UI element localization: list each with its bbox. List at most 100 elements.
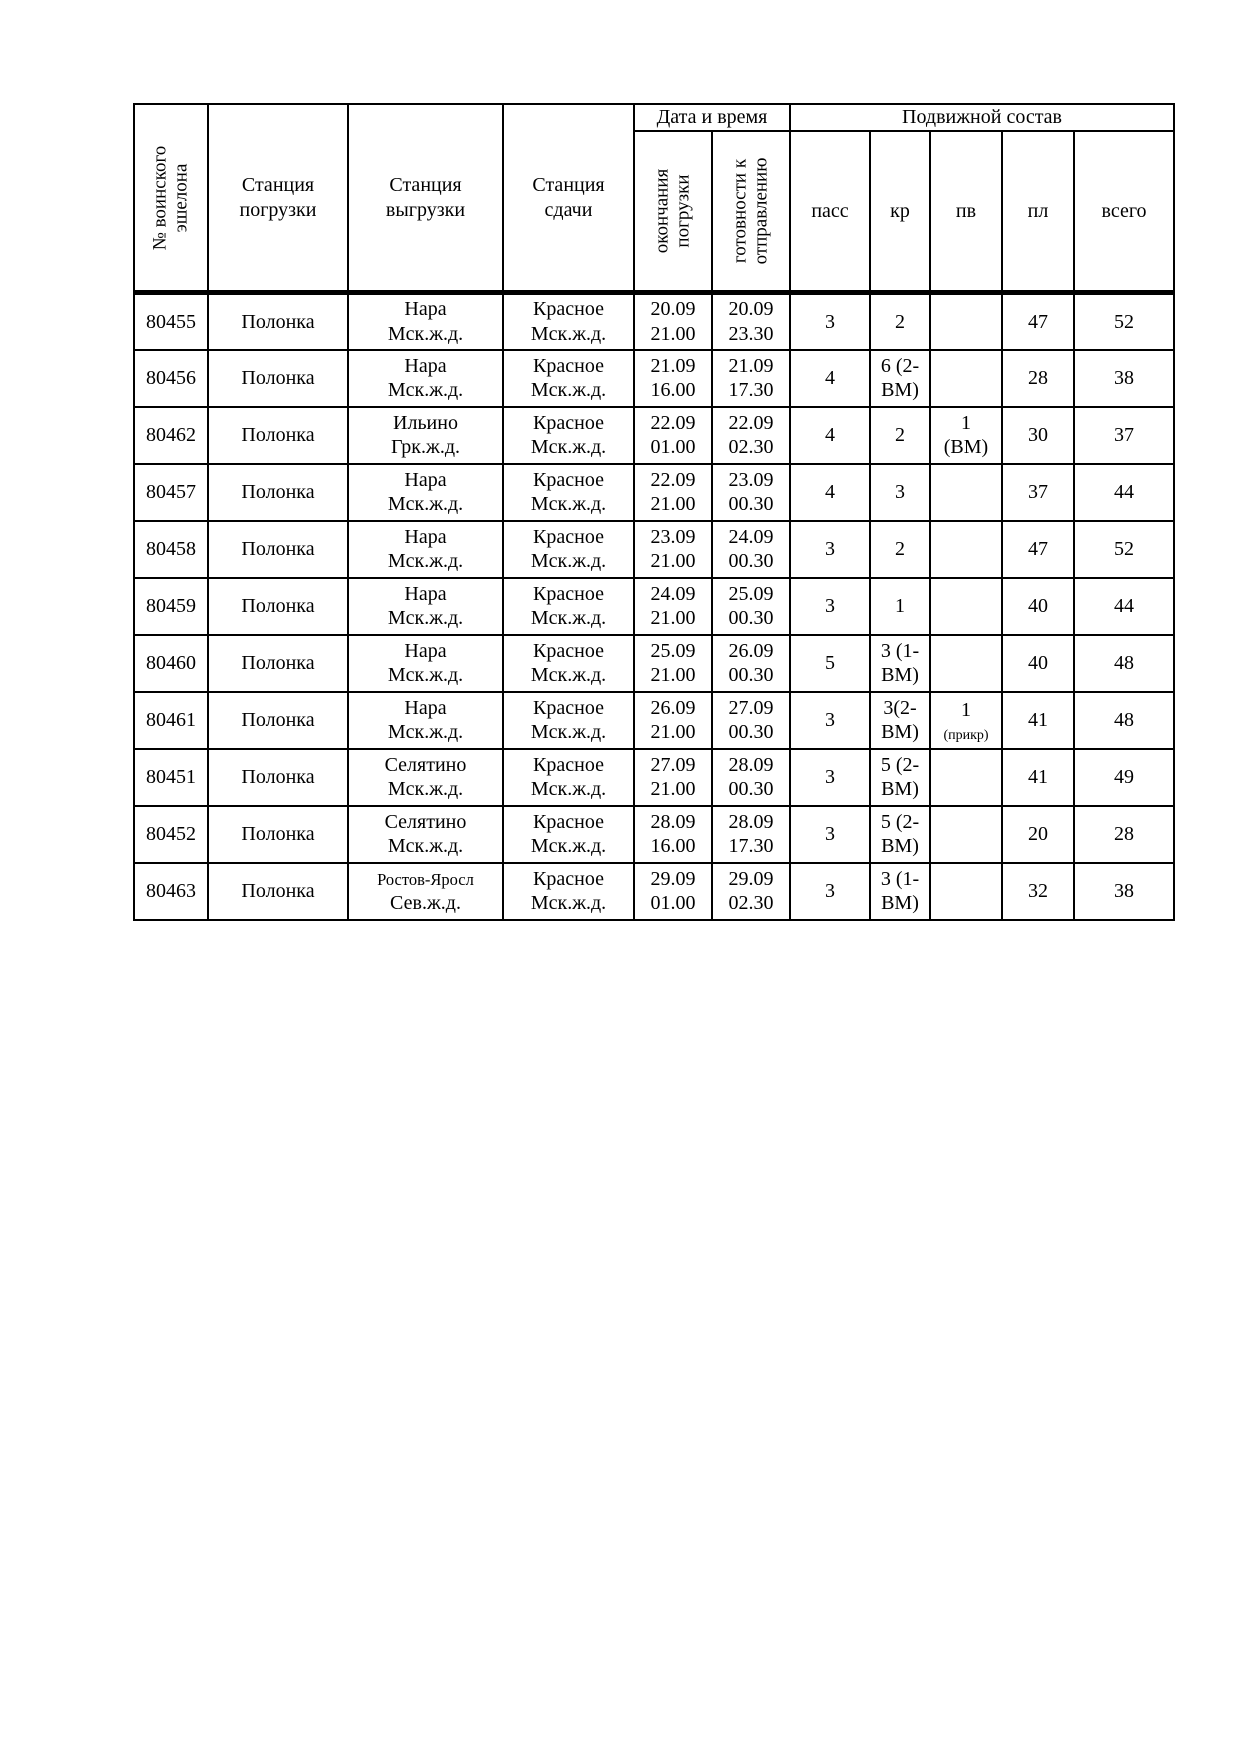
header-covered-cars: кр <box>869 130 931 295</box>
cell-handover-station: Красное Мск.ж.д. <box>502 462 635 522</box>
cell-pv-cars <box>929 861 1003 921</box>
cell-echelon-number: 80460 <box>133 633 209 693</box>
cell-loading-end-datetime: 23.09 21.00 <box>633 519 713 579</box>
cell-handover-station: Красное Мск.ж.д. <box>502 290 635 351</box>
cell-unloading-station: Ростов-Яросл Сев.ж.д. <box>347 861 504 921</box>
table-row: 80462 Полонка Ильино Грк.ж.д. Красное Мс… <box>133 405 1176 465</box>
cell-total-cars: 44 <box>1072 462 1176 522</box>
table-row: 80463 Полонка Ростов-Яросл Сев.ж.д. Крас… <box>133 861 1176 921</box>
cell-loading-station: Полонка <box>207 690 349 750</box>
cell-pv-cars <box>929 519 1003 579</box>
cell-covered-cars: 5 (2- ВМ) <box>869 804 931 864</box>
cell-handover-station: Красное Мск.ж.д. <box>502 348 635 408</box>
cell-passenger-cars: 3 <box>789 690 871 750</box>
cell-total-cars: 28 <box>1072 804 1176 864</box>
echelon-table-container: № воинского эшелона Станция погрузки Ста… <box>133 103 1176 921</box>
table-row: 80458 Полонка Нара Мск.ж.д. Красное Мск.… <box>133 519 1176 579</box>
header-group-rolling-stock: Подвижной состав <box>788 103 1176 132</box>
cell-passenger-cars: 3 <box>789 747 871 807</box>
cell-echelon-number: 80463 <box>133 861 209 921</box>
cell-handover-station: Красное Мск.ж.д. <box>502 690 635 750</box>
cell-platform-cars: 47 <box>1001 290 1075 351</box>
cell-covered-cars: 3 (1- ВМ) <box>869 861 931 921</box>
header-total-cars: всего <box>1072 130 1176 295</box>
cell-covered-cars: 6 (2- ВМ) <box>869 348 931 408</box>
cell-handover-station: Красное Мск.ж.д. <box>502 519 635 579</box>
header-passenger-cars: пасс <box>789 130 871 295</box>
cell-unloading-station: Нара Мск.ж.д. <box>347 290 504 351</box>
cell-loading-station: Полонка <box>207 804 349 864</box>
cell-covered-cars: 3(2- ВМ) <box>869 690 931 750</box>
cell-loading-station: Полонка <box>207 290 349 351</box>
table-row: 80461 Полонка Нара Мск.ж.д. Красное Мск.… <box>133 690 1176 750</box>
cell-loading-station: Полонка <box>207 747 349 807</box>
cell-unloading-station: Ильино Грк.ж.д. <box>347 405 504 465</box>
cell-platform-cars: 40 <box>1001 633 1075 693</box>
cell-unloading-station: Селятино Мск.ж.д. <box>347 804 504 864</box>
cell-echelon-number: 80461 <box>133 690 209 750</box>
cell-ready-depart-datetime: 21.09 17.30 <box>711 348 791 408</box>
cell-loading-station: Полонка <box>207 519 349 579</box>
cell-covered-cars: 2 <box>869 519 931 579</box>
cell-platform-cars: 20 <box>1001 804 1075 864</box>
cell-platform-cars: 47 <box>1001 519 1075 579</box>
cell-loading-end-datetime: 22.09 01.00 <box>633 405 713 465</box>
cell-platform-cars: 41 <box>1001 747 1075 807</box>
cell-loading-station: Полонка <box>207 405 349 465</box>
cell-passenger-cars: 4 <box>789 405 871 465</box>
cell-covered-cars: 2 <box>869 405 931 465</box>
table-row: 80459 Полонка Нара Мск.ж.д. Красное Мск.… <box>133 576 1176 636</box>
cell-unloading-station: Нара Мск.ж.д. <box>347 348 504 408</box>
cell-echelon-number: 80462 <box>133 405 209 465</box>
cell-loading-end-datetime: 20.09 21.00 <box>633 290 713 351</box>
cell-passenger-cars: 3 <box>789 804 871 864</box>
cell-covered-cars: 3 (1- ВМ) <box>869 633 931 693</box>
vertical-text-wrap: № воинского эшелона <box>138 107 204 288</box>
cell-echelon-number: 80457 <box>133 462 209 522</box>
header-loading-end-time-label: окончания погрузки <box>651 168 694 254</box>
cell-total-cars: 52 <box>1072 290 1176 351</box>
cell-echelon-number: 80456 <box>133 348 209 408</box>
cell-passenger-cars: 3 <box>789 519 871 579</box>
table-row: 80457 Полонка Нара Мск.ж.д. Красное Мск.… <box>133 462 1176 522</box>
cell-ready-depart-datetime: 28.09 00.30 <box>711 747 791 807</box>
cell-ready-depart-datetime: 23.09 00.30 <box>711 462 791 522</box>
cell-platform-cars: 37 <box>1001 462 1075 522</box>
cell-platform-cars: 32 <box>1001 861 1075 921</box>
cell-ready-depart-datetime: 24.09 00.30 <box>711 519 791 579</box>
header-ready-to-depart: готовности к отправлению <box>711 130 791 295</box>
cell-passenger-cars: 4 <box>789 348 871 408</box>
cell-loading-end-datetime: 28.09 16.00 <box>633 804 713 864</box>
cell-unloading-station: Селятино Мск.ж.д. <box>347 747 504 807</box>
cell-handover-station: Красное Мск.ж.д. <box>502 861 635 921</box>
cell-ready-depart-datetime: 22.09 02.30 <box>711 405 791 465</box>
cell-covered-cars: 3 <box>869 462 931 522</box>
table-row: 80452 Полонка Селятино Мск.ж.д. Красное … <box>133 804 1176 864</box>
cell-platform-cars: 28 <box>1001 348 1075 408</box>
cell-unloading-station: Нара Мск.ж.д. <box>347 462 504 522</box>
cell-ready-depart-datetime: 20.09 23.30 <box>711 290 791 351</box>
cell-loading-end-datetime: 21.09 16.00 <box>633 348 713 408</box>
cell-covered-cars: 1 <box>869 576 931 636</box>
header-echelon-number: № воинского эшелона <box>133 103 209 295</box>
header-loading-station: Станция погрузки <box>207 103 349 295</box>
cell-ready-depart-datetime: 27.09 00.30 <box>711 690 791 750</box>
cell-passenger-cars: 3 <box>789 576 871 636</box>
table-body: 80455 Полонка Нара Мск.ж.д. Красное Мск.… <box>133 290 1176 921</box>
cell-echelon-number: 80451 <box>133 747 209 807</box>
cell-covered-cars: 5 (2- ВМ) <box>869 747 931 807</box>
cell-passenger-cars: 3 <box>789 290 871 351</box>
military-echelon-table: № воинского эшелона Станция погрузки Ста… <box>133 103 1176 921</box>
table-row: 80455 Полонка Нара Мск.ж.д. Красное Мск.… <box>133 290 1176 351</box>
cell-pv-cars <box>929 804 1003 864</box>
cell-echelon-number: 80459 <box>133 576 209 636</box>
cell-handover-station: Красное Мск.ж.д. <box>502 804 635 864</box>
cell-total-cars: 44 <box>1072 576 1176 636</box>
cell-total-cars: 49 <box>1072 747 1176 807</box>
cell-pv-cars <box>929 348 1003 408</box>
cell-pv-cars <box>929 747 1003 807</box>
cell-covered-cars: 2 <box>869 290 931 351</box>
cell-handover-station: Красное Мск.ж.д. <box>502 576 635 636</box>
cell-loading-end-datetime: 26.09 21.00 <box>633 690 713 750</box>
header-pv-cars: пв <box>929 130 1003 295</box>
